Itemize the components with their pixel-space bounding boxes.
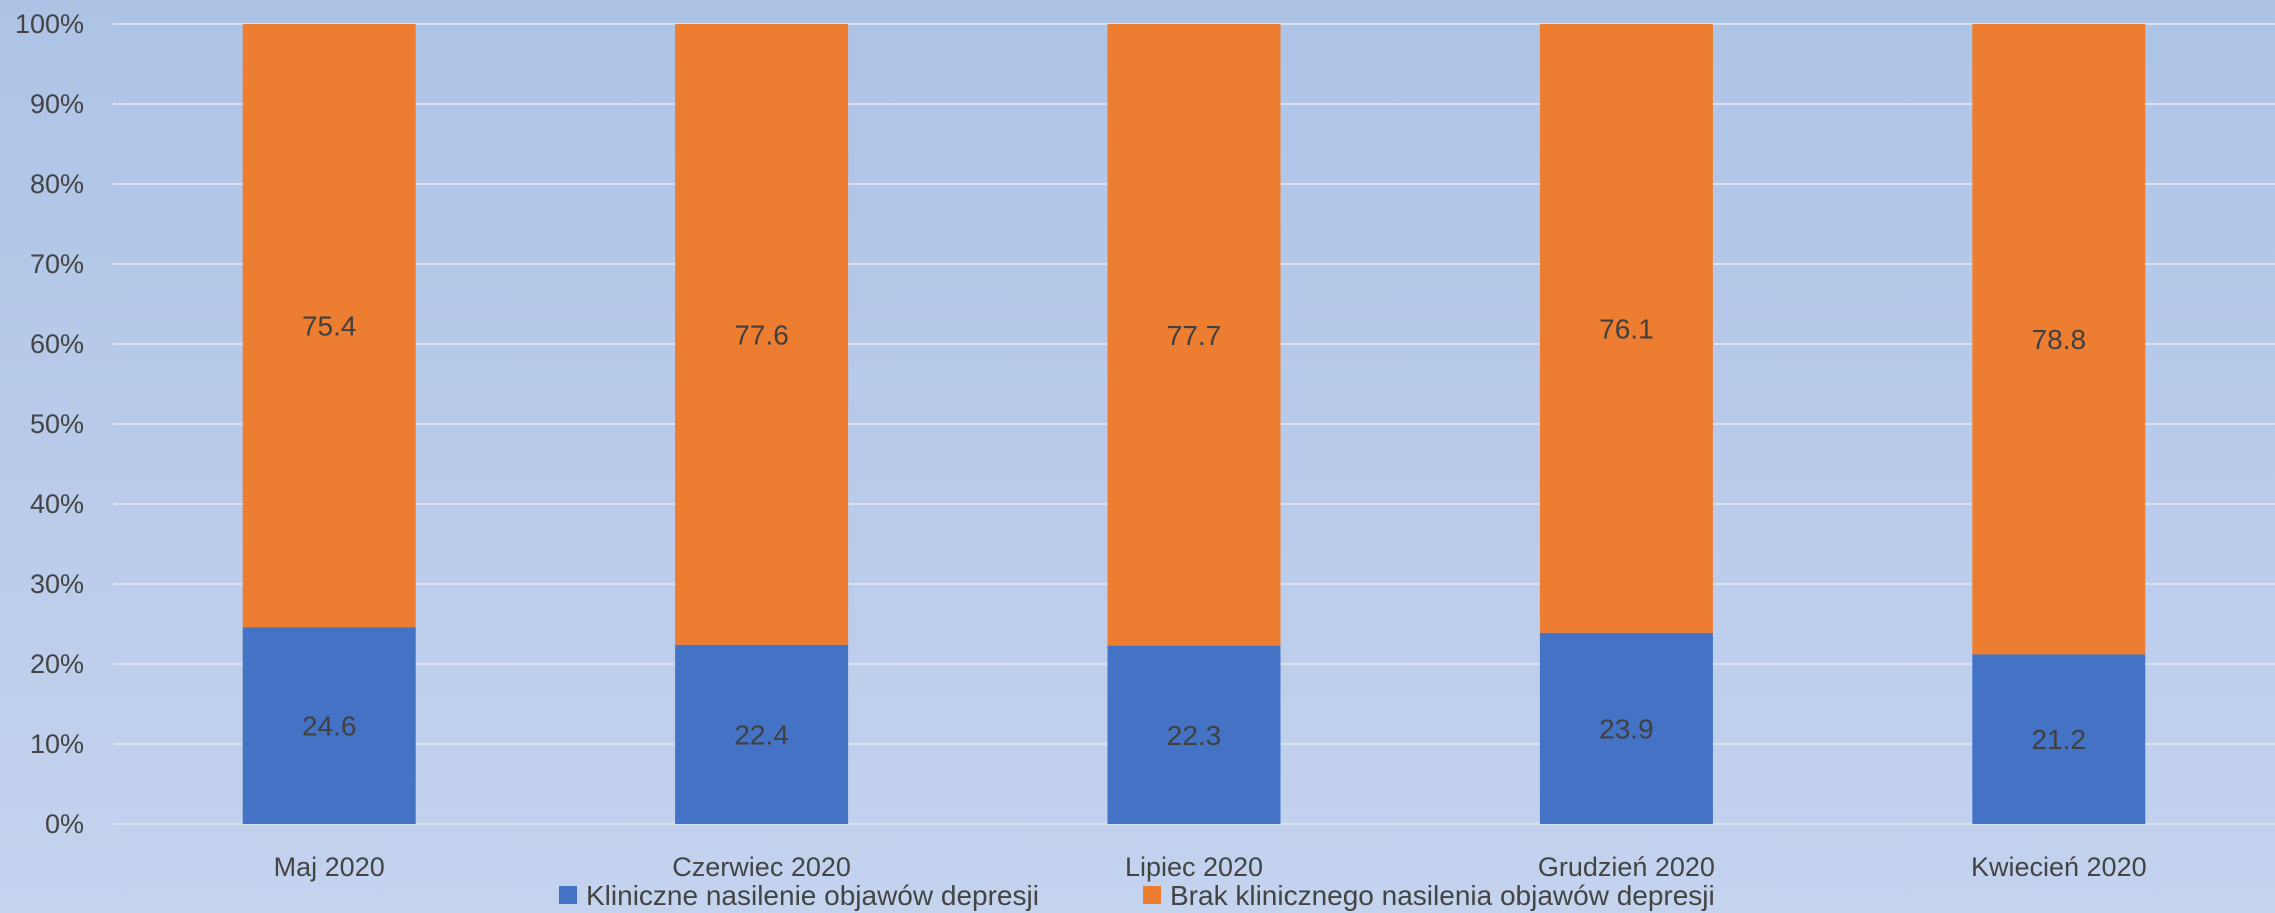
x-tick-label: Lipiec 2020	[1125, 852, 1263, 882]
data-label: 77.6	[734, 319, 789, 350]
legend-label: Brak klinicznego nasilenia objawów depre…	[1170, 880, 1715, 911]
y-tick-label: 70%	[30, 249, 84, 279]
bars: 24.6 75.4 22.4 77.6 22.3 77.7 23.9 76.1 21.2 78.8	[242, 24, 2146, 824]
legend: Kliniczne nasilenie objawów depresji Brak…	[559, 880, 1715, 911]
data-label: 24.6	[302, 711, 357, 742]
bar-segment-series-2	[675, 24, 849, 645]
y-tick-label: 30%	[30, 569, 84, 599]
x-tick-label: Kwiecień 2020	[1971, 852, 2147, 882]
data-label: 75.4	[302, 311, 357, 342]
y-tick-label: 20%	[30, 649, 84, 679]
bar-segment-series-2	[1972, 24, 2146, 655]
bar-segment-series-1	[1539, 632, 1713, 824]
y-tick-label: 90%	[30, 89, 84, 119]
data-label: 77.7	[1167, 320, 1222, 351]
y-tick-label: 50%	[30, 409, 84, 439]
y-tick-label: 40%	[30, 489, 84, 519]
data-label: 22.4	[734, 719, 789, 750]
data-label: 22.3	[1167, 720, 1222, 751]
legend-swatch	[1143, 886, 1161, 904]
data-label: 21.2	[2032, 724, 2087, 755]
y-tick-label: 10%	[30, 729, 84, 759]
bar-segment-series-1	[1107, 645, 1281, 824]
bar-segment-series-1	[675, 644, 849, 824]
x-axis: Maj 2020 Czerwiec 2020 Lipiec 2020 Grudzień…	[274, 852, 2147, 882]
bar-segment-series-1	[1972, 654, 2146, 824]
bar-segment-series-2	[1107, 24, 1281, 646]
legend-swatch	[559, 886, 577, 904]
y-tick-label: 100%	[15, 9, 84, 39]
y-tick-label: 60%	[30, 329, 84, 359]
x-tick-label: Czerwiec 2020	[672, 852, 851, 882]
y-tick-label: 80%	[30, 169, 84, 199]
x-tick-label: Grudzień 2020	[1538, 852, 1715, 882]
data-label: 23.9	[1599, 713, 1654, 744]
data-label: 78.8	[2032, 324, 2087, 355]
x-tick-label: Maj 2020	[274, 852, 385, 882]
bar-segment-series-2	[1539, 24, 1713, 633]
bar-segment-series-2	[242, 24, 416, 628]
legend-label: Kliniczne nasilenie objawów depresji	[586, 880, 1039, 911]
bar-segment-series-1	[242, 627, 416, 824]
y-tick-label: 0%	[45, 809, 84, 839]
data-label: 76.1	[1599, 313, 1654, 344]
y-axis: 0% 10% 20% 30% 40% 50% 60% 70% 80% 90% 100%	[15, 9, 84, 839]
